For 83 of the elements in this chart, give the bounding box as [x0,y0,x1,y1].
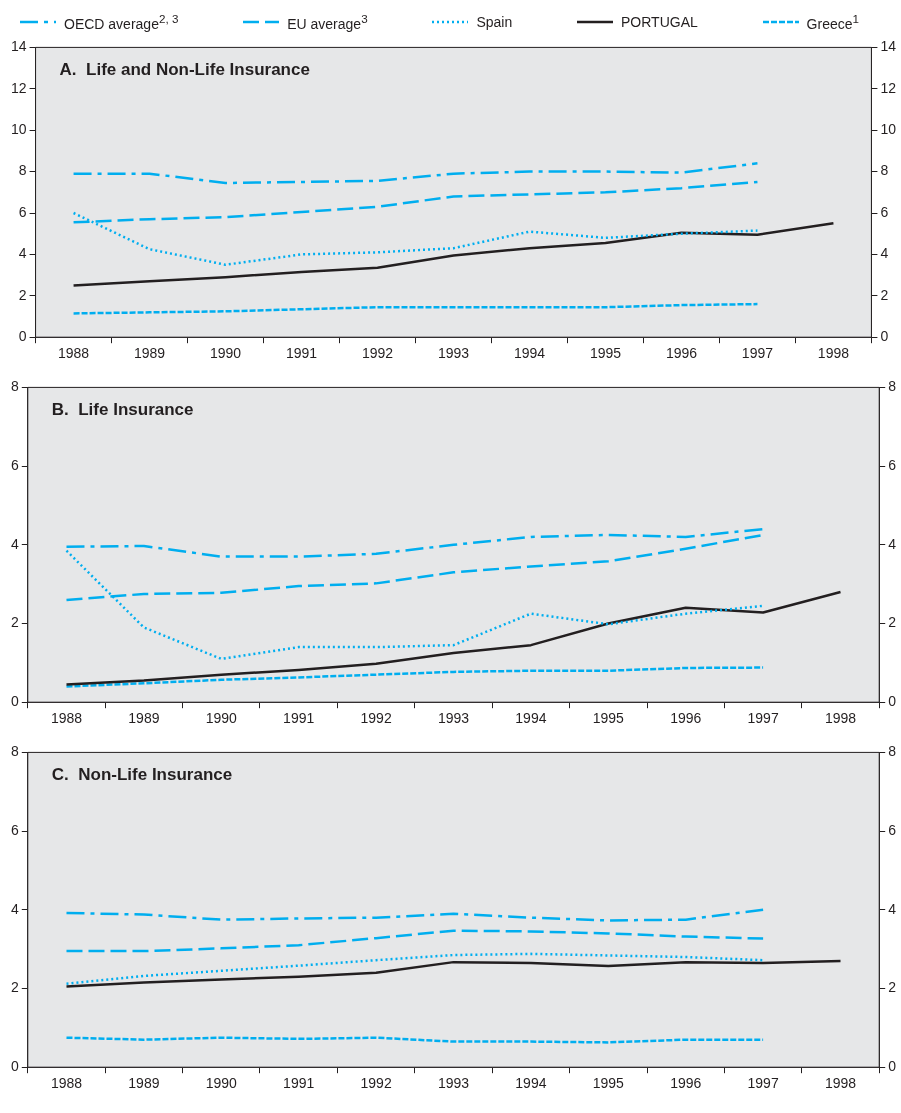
x-tick-label: 1992 [361,345,394,362]
legend-label: EU average$^{3}$ [287,12,368,32]
x-tick-label: 1990 [205,1075,238,1092]
x-tick-label: 1998 [824,1075,857,1092]
x-tick-label: 1988 [50,710,83,727]
y-tick-label: 0 [10,1058,19,1075]
text: C. Non-Life Insurance [51,764,233,784]
y2-tick-label: 14 [880,38,897,55]
x-tick-label: 1992 [360,1075,392,1092]
y2-tick-label: 2 [888,979,897,996]
y2-tick-label: 0 [880,328,889,345]
x-tick-label: 1998 [824,710,857,727]
x-tick-label: 1997 [747,710,779,727]
line-series [65,952,765,986]
x-tick-label: 1988 [57,345,90,362]
x-tick-label: 1989 [128,1075,160,1092]
y-tick-label: 2 [18,286,27,303]
x-tick-label: 1993 [437,345,470,362]
y-tick-label: 6 [18,203,27,220]
y-tick-label: 4 [10,535,19,552]
y2-tick-label: 4 [888,535,897,552]
x-tick-label: 1994 [515,710,547,727]
legend-label: Spain [476,14,513,30]
y-tick-label: 0 [10,693,19,710]
x-tick-label: 1996 [670,1075,702,1092]
y2-tick-label: 8 [888,743,897,760]
line-series [65,929,765,953]
y2-tick-label: 12 [880,79,897,96]
legend-label: PORTUGAL [621,14,698,30]
y-tick-label: 6 [10,456,19,473]
y-tick-label: 2 [10,979,19,996]
x-tick-label: 1990 [205,710,238,727]
text: A. Life and Non-Life Insurance [59,59,310,79]
legend-label: OECD average$^{2, 3}$ [64,12,179,32]
x-tick-label: 1992 [360,710,392,727]
x-tick-label: 1991 [285,345,318,362]
x-tick-label: 1997 [741,345,774,362]
x-tick-label: 1989 [128,710,160,727]
x-tick-label: 1990 [209,345,242,362]
y2-tick-label: 8 [888,378,897,395]
y-tick-label: 4 [18,245,27,262]
y2-tick-label: 10 [880,121,897,138]
x-tick-label: 1998 [817,345,850,362]
line-series [65,666,765,688]
x-tick-label: 1996 [670,710,702,727]
y2-tick-label: 0 [888,693,897,710]
x-tick-label: 1997 [747,1075,779,1092]
y2-tick-label: 6 [880,203,889,220]
x-tick-label: 1995 [592,1075,625,1092]
y-tick-label: 8 [10,743,19,760]
y-tick-label: 10 [10,121,27,138]
x-tick-label: 1988 [50,1075,83,1092]
y2-tick-label: 4 [888,900,897,917]
y-tick-label: 4 [10,900,19,917]
x-tick-label: 1989 [133,345,166,362]
y-tick-label: 14 [10,38,27,55]
line-series [72,162,759,185]
line-series [65,908,765,922]
x-tick-label: 1994 [515,1075,547,1092]
x-tick-label: 1991 [283,710,315,727]
y2-tick-label: 2 [880,286,889,303]
y2-tick-label: 6 [888,821,897,838]
x-tick-label: 1993 [437,710,470,727]
y-tick-label: 6 [10,821,19,838]
y2-tick-label: 0 [888,1058,897,1075]
y2-tick-label: 8 [880,162,889,179]
x-tick-label: 1995 [592,710,625,727]
y-tick-label: 0 [18,328,27,345]
y2-tick-label: 2 [888,614,897,631]
x-tick-label: 1991 [283,1075,315,1092]
line-series [72,302,759,315]
text: B. Life Insurance [51,399,194,419]
x-tick-label: 1994 [513,345,546,362]
y2-tick-label: 4 [880,245,889,262]
y-tick-label: 8 [18,162,27,179]
y-tick-label: 12 [10,79,27,96]
legend-label: Greece$^{1}$ [806,12,859,32]
x-tick-label: 1995 [589,345,622,362]
y-tick-label: 8 [10,378,19,395]
x-tick-label: 1993 [437,1075,470,1092]
y2-tick-label: 6 [888,456,897,473]
x-tick-label: 1996 [665,345,698,362]
y-tick-label: 2 [10,614,19,631]
